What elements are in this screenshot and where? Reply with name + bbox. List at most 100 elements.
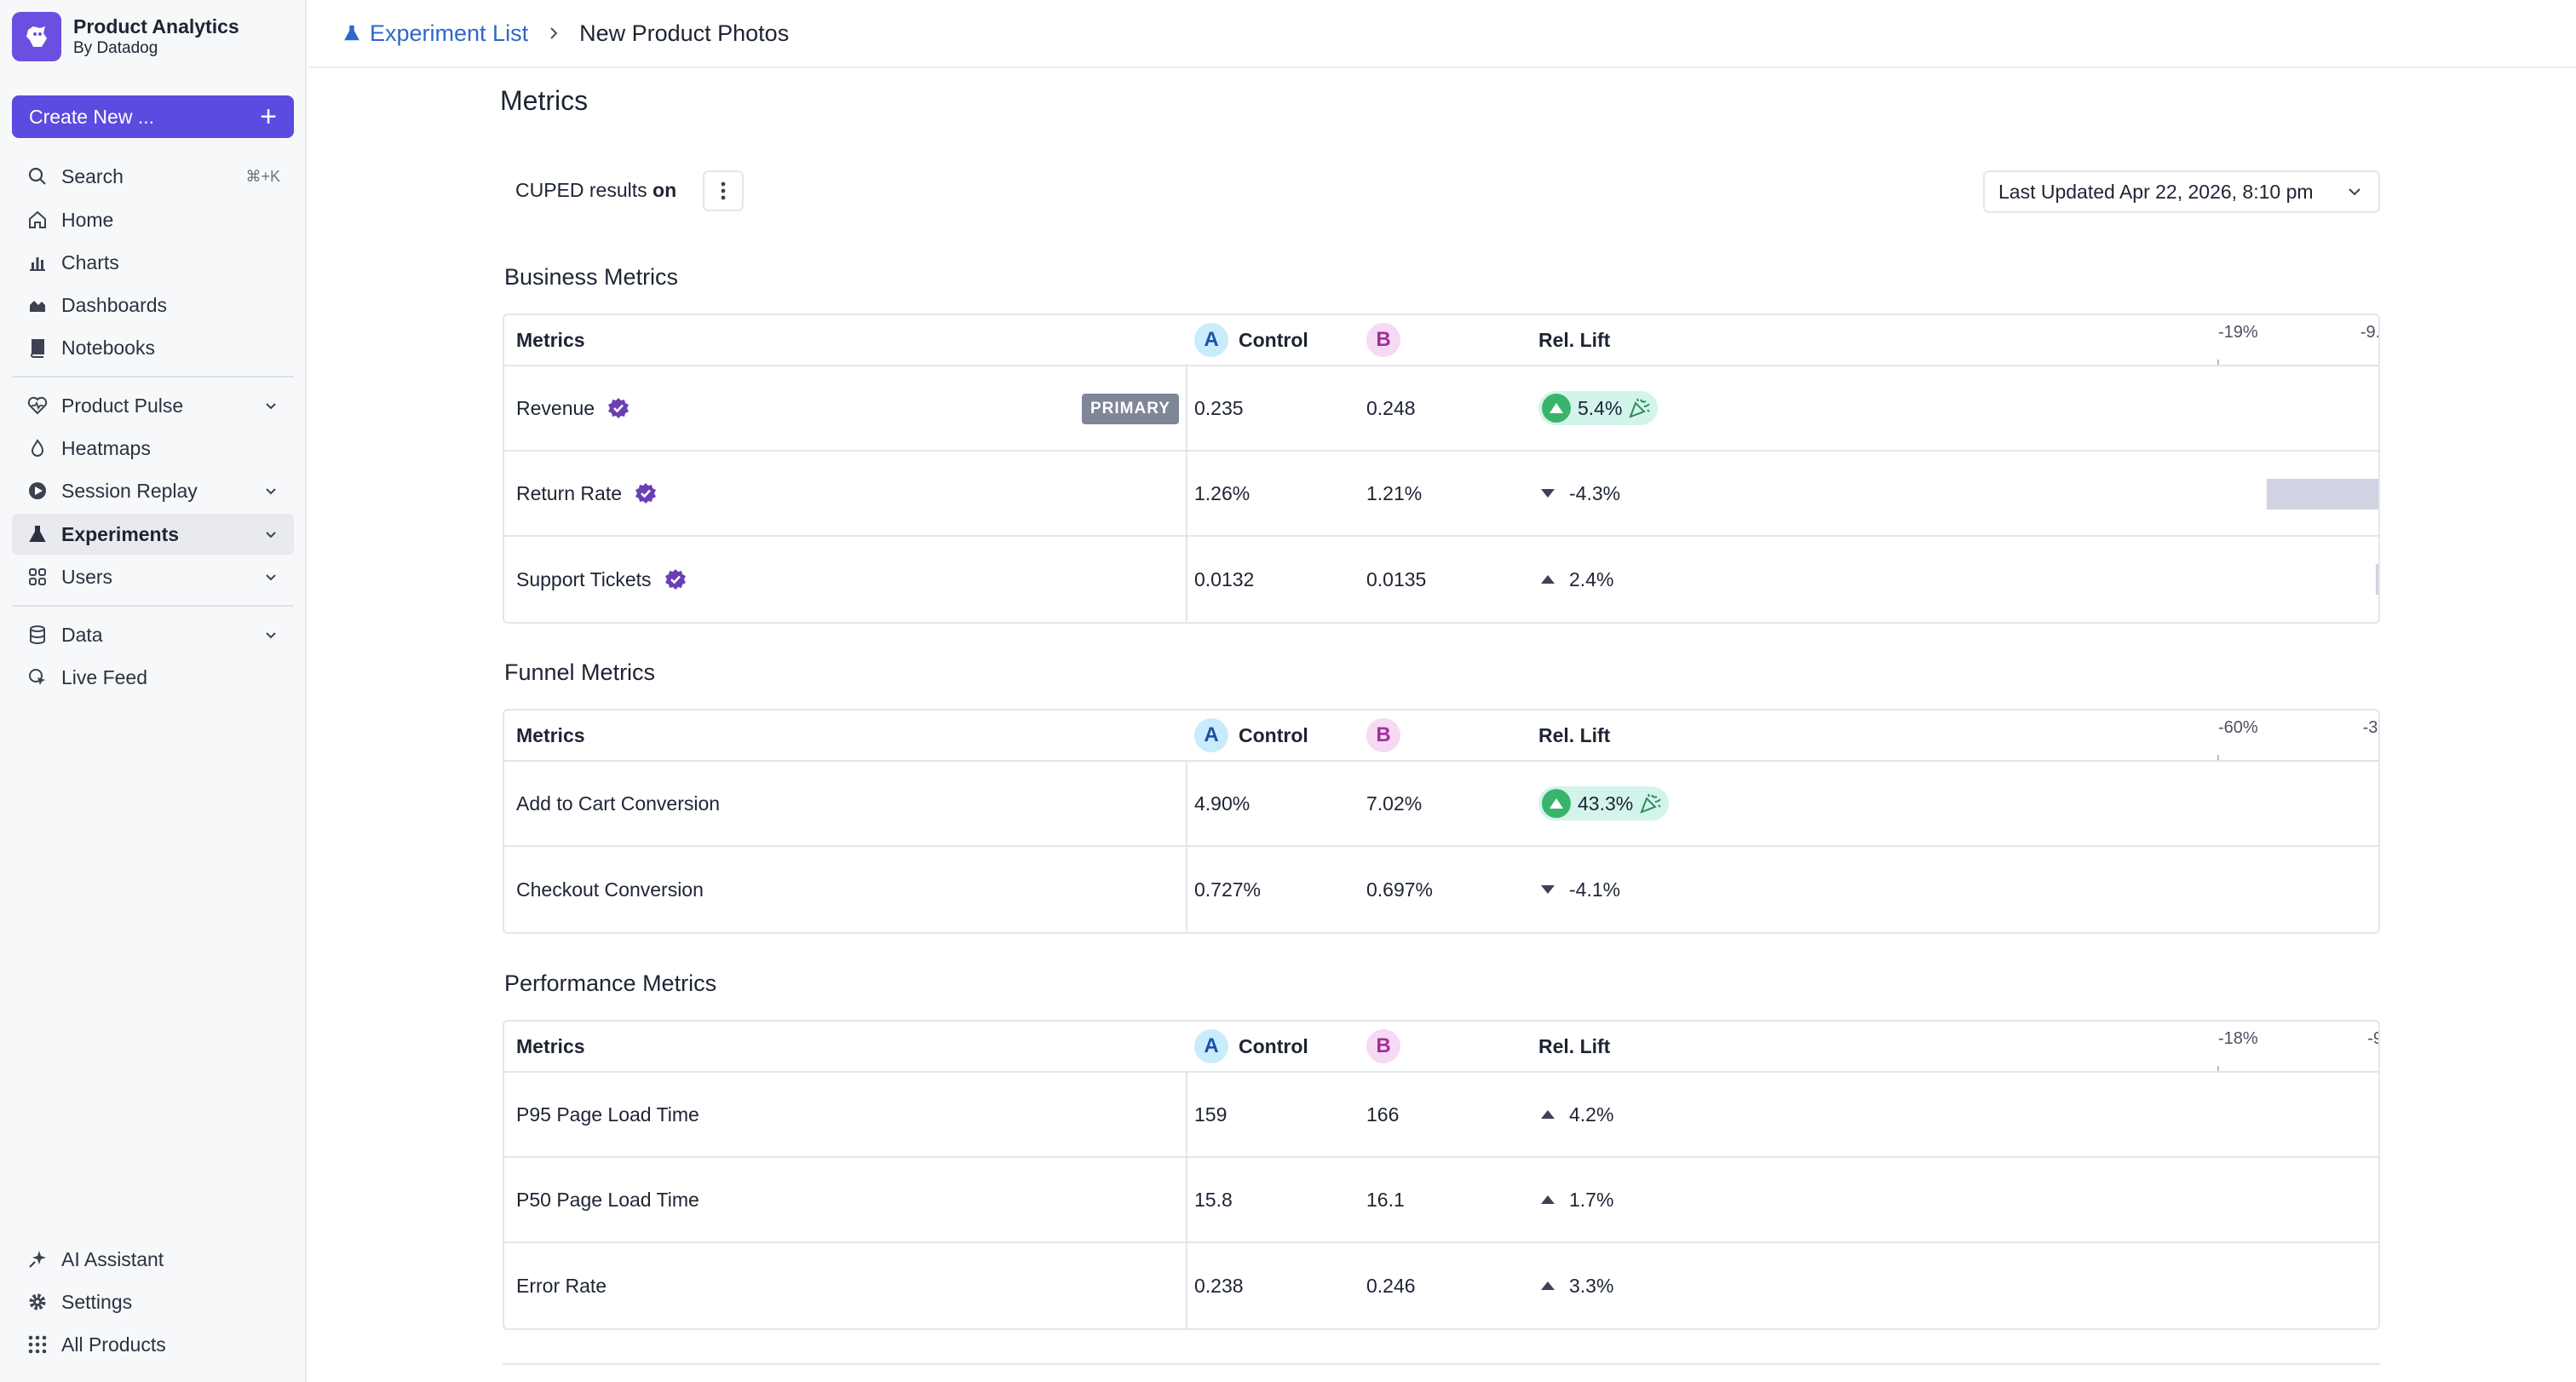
rel-lift-cell: -4.1% xyxy=(1538,847,1620,932)
verified-badge-icon xyxy=(664,567,687,591)
triangle-up-icon xyxy=(1538,1109,1557,1120)
sidebar-item-label: Heatmaps xyxy=(61,436,151,459)
treatment-value: 1.21% xyxy=(1366,481,1423,504)
search-shortcut: ⌘+K xyxy=(245,167,280,185)
plus-icon: + xyxy=(260,101,277,133)
users-icon xyxy=(26,565,49,589)
lift-value: -4.1% xyxy=(1569,878,1621,901)
confidence-interval-bar[interactable] xyxy=(2375,564,2380,595)
confetti-icon xyxy=(1638,792,1662,815)
cuped-state: on xyxy=(653,179,677,201)
treatment-value: 7.02% xyxy=(1366,792,1423,815)
lift-value: 1.7% xyxy=(1569,1188,1614,1211)
app-subtitle: By Datadog xyxy=(73,39,158,57)
heart-pulse-icon xyxy=(26,394,49,417)
variant-b-badge: B xyxy=(1366,718,1400,752)
significant-lift-pill: 43.3% xyxy=(1538,786,1670,821)
sidebar-item-label: Live Feed xyxy=(61,665,148,688)
treatment-value: 0.246 xyxy=(1366,1274,1416,1297)
column-divider xyxy=(1186,1073,1187,1328)
sidebar-item-data[interactable]: Data xyxy=(12,614,294,655)
table-row[interactable]: Return Rate 1.26% 1.21% -4.3% xyxy=(504,452,2378,537)
sidebar-item-all-products[interactable]: All Products xyxy=(12,1324,294,1365)
flask-icon xyxy=(26,522,49,546)
metric-name-cell: Support Tickets xyxy=(516,537,687,622)
sidebar-item-label: Search xyxy=(61,164,124,187)
table-row[interactable]: Support Tickets 0.0132 0.0135 2.4% xyxy=(504,537,2378,622)
axis-tick-label: -30% xyxy=(2363,718,2380,737)
gear-icon xyxy=(26,1290,49,1314)
table-row[interactable]: P50 Page Load Time 15.8 16.1 1.7% xyxy=(504,1158,2378,1243)
sidebar-item-notebooks[interactable]: Notebooks xyxy=(12,327,294,368)
sidebar-item-label: Charts xyxy=(61,250,119,274)
rel-lift-cell: 4.2% xyxy=(1538,1073,1613,1156)
lift-value: 4.2% xyxy=(1569,1103,1614,1126)
confidence-interval-chart xyxy=(1714,762,2380,847)
header-treatment: B xyxy=(1366,711,1411,760)
sidebar-item-product-pulse[interactable]: Product Pulse xyxy=(12,385,294,426)
treatment-value: 0.0135 xyxy=(1366,567,1427,590)
breadcrumb-experiment-list-link[interactable]: Experiment List xyxy=(342,20,528,47)
sidebar-item-search[interactable]: Search ⌘+K xyxy=(12,156,294,197)
last-updated-dropdown[interactable]: Last Updated Apr 22, 2026, 8:10 pm xyxy=(1983,170,2380,213)
sidebar-item-users[interactable]: Users xyxy=(12,556,294,597)
lift-value: -4.3% xyxy=(1569,481,1621,504)
table-row[interactable]: Error Rate 0.238 0.246 3.3% xyxy=(504,1243,2378,1328)
axis-tick-label: -19% xyxy=(2218,323,2258,342)
sidebar-item-experiments[interactable]: Experiments xyxy=(12,514,294,555)
variant-b-badge: B xyxy=(1366,1029,1400,1063)
confidence-interval-chart xyxy=(1714,1158,2380,1243)
sidebar-item-label: Experiments xyxy=(61,522,180,545)
variant-a-badge: A xyxy=(1194,1029,1228,1063)
metric-name: P95 Page Load Time xyxy=(516,1103,699,1126)
grid-icon xyxy=(26,1333,49,1356)
header-control: A Control xyxy=(1194,711,1308,760)
sidebar-item-heatmaps[interactable]: Heatmaps xyxy=(12,428,294,469)
column-divider xyxy=(1186,366,1187,622)
sidebar-item-label: Session Replay xyxy=(61,479,198,502)
sidebar-item-charts[interactable]: Charts xyxy=(12,242,294,283)
confidence-interval-bar[interactable] xyxy=(2266,479,2380,510)
brand[interactable]: Product Analytics By Datadog xyxy=(12,12,239,61)
chevron-down-icon[interactable] xyxy=(262,625,280,644)
table-row[interactable]: P95 Page Load Time 159 166 4.2% xyxy=(504,1073,2378,1158)
table-row[interactable]: Revenue PRIMARY 0.235 0.248 5.4% xyxy=(504,366,2378,452)
sidebar-item-session-replay[interactable]: Session Replay xyxy=(12,470,294,511)
significant-lift-pill: 5.4% xyxy=(1538,391,1659,425)
treatment-value: 166 xyxy=(1366,1103,1400,1126)
sidebar-item-settings[interactable]: Settings xyxy=(12,1281,294,1322)
table-row[interactable]: Add to Cart Conversion 4.90% 7.02% 43.3% xyxy=(504,762,2378,847)
confetti-icon xyxy=(1627,396,1651,420)
header-metrics: Metrics xyxy=(516,328,585,351)
lift-value: 5.4% xyxy=(1578,396,1623,419)
rel-lift-cell: 2.4% xyxy=(1538,537,1613,622)
metric-name-cell: Checkout Conversion xyxy=(516,847,704,932)
metric-name-cell: P95 Page Load Time xyxy=(516,1073,699,1156)
more-options-button[interactable] xyxy=(703,170,744,211)
sidebar-item-ai-assistant[interactable]: AI Assistant xyxy=(12,1239,294,1280)
metric-name: P50 Page Load Time xyxy=(516,1188,699,1211)
create-new-button[interactable]: Create New ... + xyxy=(12,95,294,138)
sidebar-item-live-feed[interactable]: Live Feed xyxy=(12,657,294,698)
table-row[interactable]: Checkout Conversion 0.727% 0.697% -4.1% xyxy=(504,847,2378,932)
chevron-down-icon[interactable] xyxy=(262,525,280,544)
app-title: Product Analytics xyxy=(73,15,239,37)
bar-chart-icon xyxy=(26,250,49,274)
page-title: Metrics xyxy=(500,85,589,116)
chevron-down-icon[interactable] xyxy=(262,567,280,586)
sidebar-item-dashboards[interactable]: Dashboards xyxy=(12,285,294,325)
triangle-down-icon xyxy=(1538,488,1557,498)
chevron-down-icon[interactable] xyxy=(262,396,280,415)
chevron-down-icon[interactable] xyxy=(262,481,280,500)
variant-a-name: Control xyxy=(1239,328,1308,351)
area-chart-icon xyxy=(26,293,49,317)
sidebar-item-label: Settings xyxy=(61,1290,133,1313)
search-icon xyxy=(26,164,49,188)
metric-name: Return Rate xyxy=(516,481,623,504)
variant-b-badge: B xyxy=(1366,323,1400,357)
sidebar-item-home[interactable]: Home xyxy=(12,199,294,240)
confidence-interval-chart xyxy=(1714,366,2380,452)
rel-lift-cell: -4.3% xyxy=(1538,452,1620,535)
header-metrics: Metrics xyxy=(516,1034,585,1057)
